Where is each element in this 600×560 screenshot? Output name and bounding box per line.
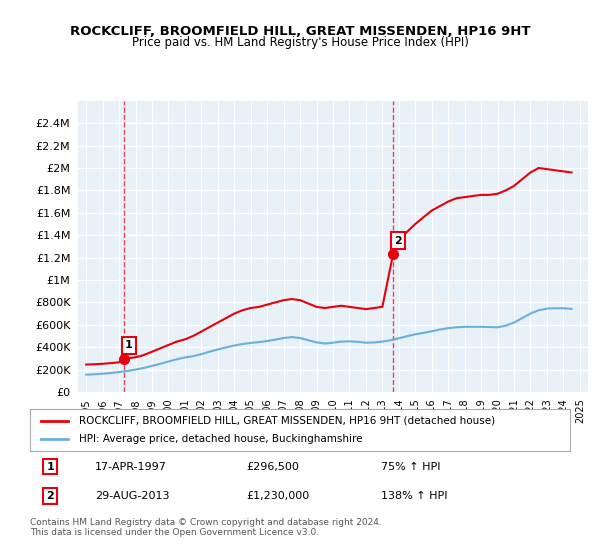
Text: 2: 2 <box>394 236 402 246</box>
Text: HPI: Average price, detached house, Buckinghamshire: HPI: Average price, detached house, Buck… <box>79 434 362 444</box>
Text: ROCKCLIFF, BROOMFIELD HILL, GREAT MISSENDEN, HP16 9HT: ROCKCLIFF, BROOMFIELD HILL, GREAT MISSEN… <box>70 25 530 38</box>
Text: Price paid vs. HM Land Registry's House Price Index (HPI): Price paid vs. HM Land Registry's House … <box>131 36 469 49</box>
Text: 2: 2 <box>46 491 54 501</box>
Text: £1,230,000: £1,230,000 <box>246 491 309 501</box>
Text: 75% ↑ HPI: 75% ↑ HPI <box>381 461 440 472</box>
Text: 17-APR-1997: 17-APR-1997 <box>95 461 167 472</box>
Text: 138% ↑ HPI: 138% ↑ HPI <box>381 491 448 501</box>
Text: 1: 1 <box>46 461 54 472</box>
Text: £296,500: £296,500 <box>246 461 299 472</box>
Text: Contains HM Land Registry data © Crown copyright and database right 2024.
This d: Contains HM Land Registry data © Crown c… <box>30 518 382 538</box>
Text: 29-AUG-2013: 29-AUG-2013 <box>95 491 169 501</box>
Text: ROCKCLIFF, BROOMFIELD HILL, GREAT MISSENDEN, HP16 9HT (detached house): ROCKCLIFF, BROOMFIELD HILL, GREAT MISSEN… <box>79 416 495 426</box>
Text: 1: 1 <box>125 340 133 351</box>
